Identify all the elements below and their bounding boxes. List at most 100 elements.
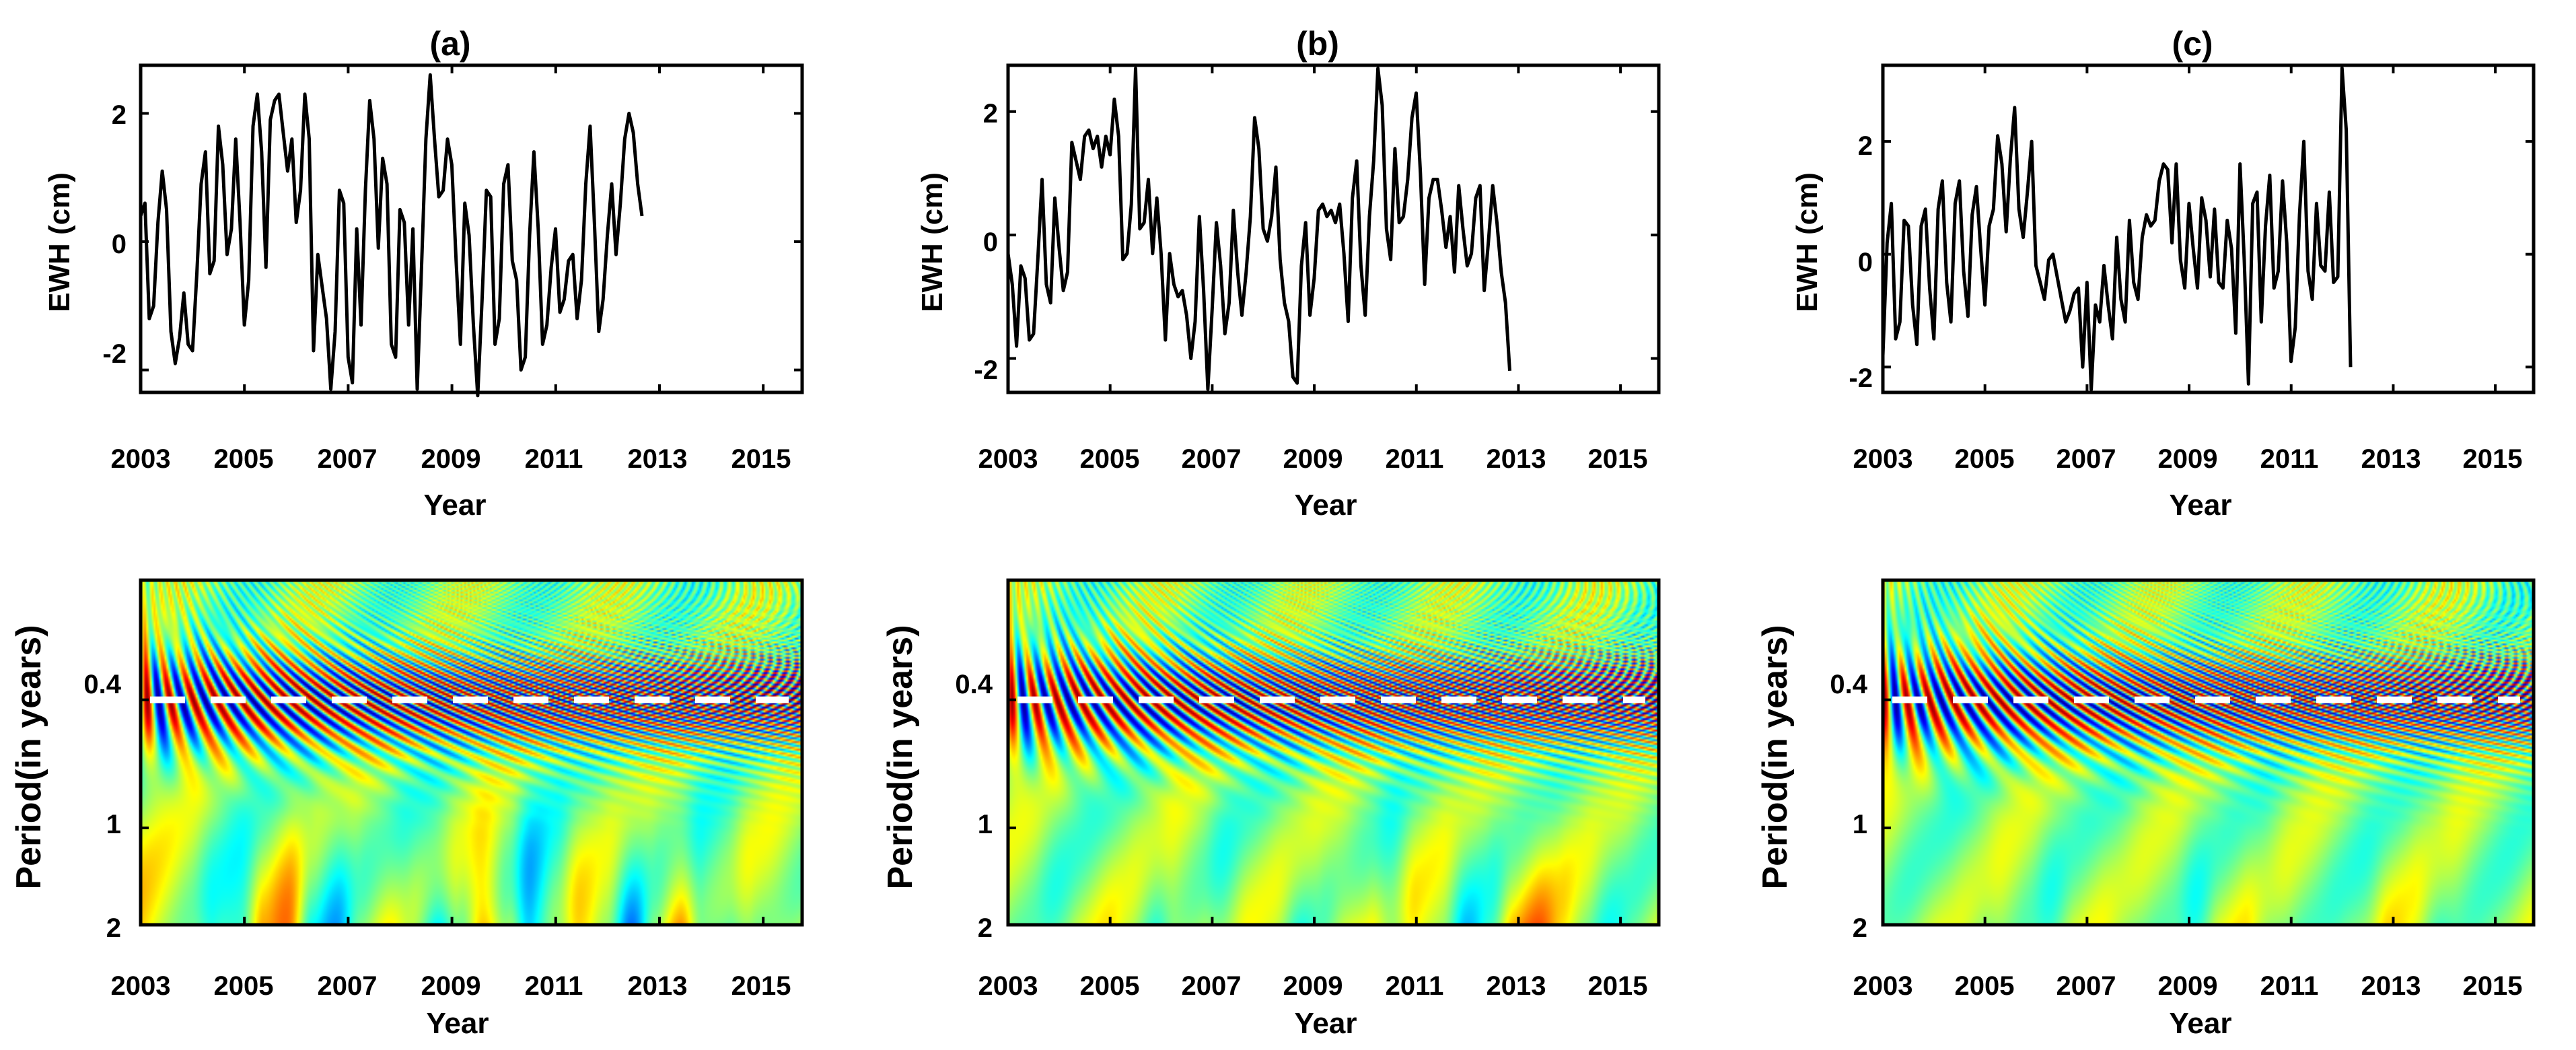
- line-panel-c: (c) EWH (cm) Year 2003 2005 2007 2009 20…: [1791, 25, 2536, 522]
- x-tick-label: 2013: [2361, 971, 2421, 1001]
- x-tick-label: 2003: [1853, 971, 1913, 1001]
- x-axis-label: Year: [2170, 1007, 2232, 1040]
- x-axis-label: Year: [427, 1007, 489, 1040]
- axes-frame: [1006, 578, 1661, 927]
- x-tick-label: 2009: [2158, 444, 2218, 474]
- x-tick-label: 2003: [1853, 444, 1913, 474]
- y-tick-label: 0.4: [83, 670, 121, 699]
- y-tick-label: -2: [102, 339, 127, 369]
- y-tick-label: -2: [974, 355, 998, 385]
- wavelet-panel-a: Period(in years) Year 2003 2005 2007 200…: [9, 578, 804, 1040]
- x-tick-label: 2005: [1080, 444, 1140, 474]
- x-tick-label: 2007: [2056, 444, 2116, 474]
- y-tick-label: 0: [112, 230, 127, 259]
- x-tick-label: 2013: [1487, 444, 1546, 474]
- ewh-series-line: [1006, 67, 1511, 391]
- wavelet-power-map: [1008, 580, 1659, 925]
- x-tick-label: 2009: [421, 971, 481, 1001]
- y-tick-label: 0: [983, 228, 998, 257]
- x-tick-labels: 2003 2005 2007 2009 2011 2013 2015: [978, 444, 1648, 474]
- x-tick-label: 2011: [2260, 971, 2319, 1001]
- x-tick-labels: 2003 2005 2007 2009 2011 2013 2015: [978, 971, 1648, 1001]
- x-tick-label: 2013: [628, 444, 688, 474]
- x-tick-label: 2015: [731, 971, 791, 1001]
- x-tick-label: 2005: [214, 971, 274, 1001]
- line-panel-a: (a) EWH (cm) Year 2003 2005 2007 2009 20…: [43, 25, 804, 522]
- x-tick-label: 2015: [1588, 444, 1648, 474]
- x-tick-label: 2015: [731, 444, 791, 474]
- x-axis-label: Year: [1295, 1007, 1357, 1040]
- wavelet-panel-c: Period(in years) Year 2003 2005 2007 200…: [1756, 578, 2536, 1040]
- axes-frame: [1881, 578, 2536, 927]
- x-tick-label: 2005: [1955, 971, 2015, 1001]
- x-tick-label: 2007: [2056, 971, 2116, 1001]
- x-axis-label: Year: [1295, 489, 1357, 522]
- x-tick-label: 2011: [1386, 971, 1444, 1001]
- y-tick-label: 2: [112, 100, 127, 130]
- ewh-series-line: [139, 73, 644, 398]
- x-tick-label: 2013: [2361, 444, 2421, 474]
- x-axis-label: Year: [424, 489, 487, 522]
- ewh-series-line: [1881, 66, 2353, 392]
- x-tick-label: 2005: [214, 444, 274, 474]
- x-tick-label: 2007: [1182, 971, 1242, 1001]
- panel-title-c: (c): [2172, 25, 2213, 63]
- y-axis-label: Period(in years): [881, 625, 920, 889]
- x-tick-label: 2003: [978, 444, 1038, 474]
- y-tick-label: -2: [1849, 363, 1873, 393]
- y-tick-label: 2: [978, 913, 993, 943]
- x-tick-labels: 2003 2005 2007 2009 2011 2013 2015: [1853, 444, 2523, 474]
- x-tick-label: 2011: [2260, 444, 2319, 474]
- x-tick-label: 2003: [111, 444, 171, 474]
- y-axis-label: EWH (cm): [1791, 172, 1824, 312]
- x-tick-label: 2003: [978, 971, 1038, 1001]
- x-tick-label: 2007: [318, 444, 378, 474]
- x-tick-label: 2009: [2158, 971, 2218, 1001]
- x-tick-label: 2011: [1386, 444, 1444, 474]
- x-tick-label: 2013: [1487, 971, 1546, 1001]
- wavelet-panel-b: Period(in years) Year 2003 2005 2007 200…: [881, 578, 1661, 1040]
- x-tick-label: 2011: [525, 971, 583, 1001]
- x-tick-label: 2013: [628, 971, 688, 1001]
- x-tick-label: 2009: [1283, 971, 1343, 1001]
- axes-frame: [1006, 63, 1661, 394]
- y-tick-label: 0.4: [955, 670, 993, 699]
- y-axis-label: Period(in years): [1756, 625, 1795, 889]
- line-panel-b: (b) EWH (cm) Year 2003 2005 2007 2009 20…: [916, 25, 1661, 522]
- y-tick-label: 2: [1853, 913, 1867, 943]
- panel-title-b: (b): [1296, 25, 1339, 63]
- x-tick-label: 2015: [2463, 444, 2523, 474]
- x-tick-label: 2005: [1080, 971, 1140, 1001]
- y-axis-label: EWH (cm): [916, 172, 949, 312]
- wavelet-power-map: [1883, 580, 2534, 925]
- x-tick-label: 2009: [1283, 444, 1343, 474]
- y-axis-label: Period(in years): [9, 625, 48, 889]
- x-tick-label: 2015: [2463, 971, 2523, 1001]
- y-axis-label: EWH (cm): [43, 172, 76, 312]
- x-tick-label: 2007: [318, 971, 378, 1001]
- y-tick-labels: 0.4 1 2: [1830, 670, 1867, 943]
- axes-frame: [1881, 63, 2536, 394]
- x-tick-label: 2009: [421, 444, 481, 474]
- x-tick-label: 2011: [525, 444, 583, 474]
- y-tick-label: 1: [978, 810, 993, 839]
- x-tick-label: 2015: [1588, 971, 1648, 1001]
- y-tick-labels: -2 0 2: [1849, 131, 1873, 393]
- x-tick-labels: 2003 2005 2007 2009 2011 2013 2015: [111, 971, 791, 1001]
- y-tick-label: 2: [1858, 131, 1873, 161]
- y-tick-label: 0.4: [1830, 670, 1867, 699]
- x-tick-label: 2007: [1182, 444, 1242, 474]
- y-tick-label: 2: [983, 99, 998, 129]
- x-tick-labels: 2003 2005 2007 2009 2011 2013 2015: [111, 444, 791, 474]
- y-tick-label: 1: [1853, 810, 1867, 839]
- x-tick-label: 2005: [1955, 444, 2015, 474]
- axes-frame: [139, 578, 804, 927]
- y-tick-labels: 0.4 1 2: [955, 670, 993, 943]
- y-tick-label: 1: [106, 810, 121, 839]
- y-tick-labels: -2 0 2: [974, 99, 998, 385]
- y-tick-label: 2: [106, 913, 121, 943]
- y-tick-labels: 0.4 1 2: [83, 670, 121, 943]
- y-tick-label: 0: [1858, 248, 1873, 277]
- y-tick-labels: -2 0 2: [102, 100, 127, 369]
